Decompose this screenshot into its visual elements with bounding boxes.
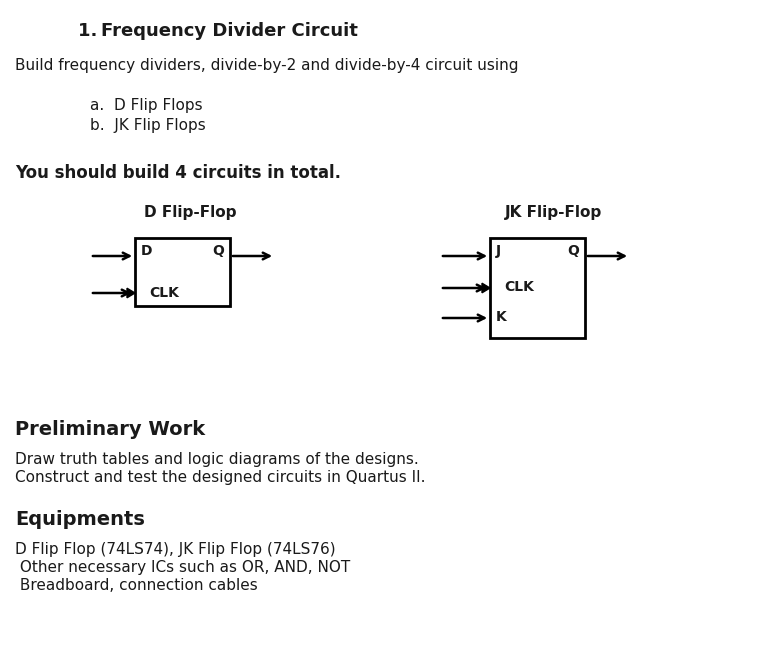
Text: a.  D Flip Flops: a. D Flip Flops <box>90 98 203 113</box>
Text: Other necessary ICs such as OR, AND, NOT: Other necessary ICs such as OR, AND, NOT <box>15 560 350 575</box>
Text: Q: Q <box>567 244 579 258</box>
Text: Draw truth tables and logic diagrams of the designs.: Draw truth tables and logic diagrams of … <box>15 452 419 467</box>
Bar <box>490 238 585 338</box>
Text: CLK: CLK <box>504 280 534 294</box>
Text: b.  JK Flip Flops: b. JK Flip Flops <box>90 118 206 133</box>
Text: JK Flip-Flop: JK Flip-Flop <box>504 205 601 220</box>
Text: D Flip Flop (74LS74), JK Flip Flop (74LS76): D Flip Flop (74LS74), JK Flip Flop (74LS… <box>15 542 335 557</box>
Text: K: K <box>496 310 507 324</box>
Text: CLK: CLK <box>149 286 179 300</box>
Text: Breadboard, connection cables: Breadboard, connection cables <box>15 578 257 593</box>
Text: Construct and test the designed circuits in Quartus II.: Construct and test the designed circuits… <box>15 470 425 485</box>
Text: J: J <box>496 244 501 258</box>
Text: Preliminary Work: Preliminary Work <box>15 420 205 439</box>
Polygon shape <box>482 283 490 293</box>
Text: You should build 4 circuits in total.: You should build 4 circuits in total. <box>15 164 341 182</box>
Text: D Flip-Flop: D Flip-Flop <box>144 205 237 220</box>
Bar <box>135 238 230 306</box>
Text: Q: Q <box>212 244 224 258</box>
Text: Equipments: Equipments <box>15 510 145 529</box>
Text: 1. Frequency Divider Circuit: 1. Frequency Divider Circuit <box>78 22 358 40</box>
Text: Build frequency dividers, divide-by-2 and divide-by-4 circuit using: Build frequency dividers, divide-by-2 an… <box>15 58 519 73</box>
Polygon shape <box>127 288 135 298</box>
Text: D: D <box>141 244 152 258</box>
